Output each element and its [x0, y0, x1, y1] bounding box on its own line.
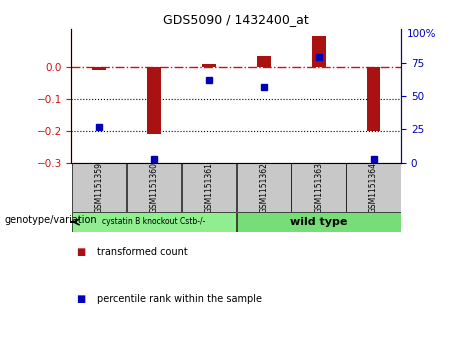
- Bar: [182, 163, 236, 212]
- Text: genotype/variation: genotype/variation: [5, 215, 97, 225]
- Bar: [147, 67, 161, 134]
- Bar: [236, 163, 291, 212]
- Text: 100%: 100%: [407, 29, 436, 39]
- Text: GSM1151359: GSM1151359: [95, 162, 103, 213]
- Text: wild type: wild type: [290, 217, 347, 227]
- Text: GSM1151360: GSM1151360: [149, 162, 159, 213]
- Bar: [312, 36, 325, 67]
- Bar: [127, 163, 181, 212]
- Text: GSM1151363: GSM1151363: [314, 162, 323, 213]
- Bar: [291, 163, 346, 212]
- Text: percentile rank within the sample: percentile rank within the sample: [97, 294, 262, 305]
- Text: cystatin B knockout Cstb-/-: cystatin B knockout Cstb-/-: [102, 217, 206, 227]
- Bar: [367, 67, 380, 131]
- Text: ■: ■: [76, 247, 85, 257]
- Text: ■: ■: [76, 294, 85, 305]
- Bar: [202, 64, 216, 67]
- Text: GSM1151362: GSM1151362: [259, 162, 268, 213]
- Text: GSM1151364: GSM1151364: [369, 162, 378, 213]
- Title: GDS5090 / 1432400_at: GDS5090 / 1432400_at: [163, 13, 309, 26]
- Text: transformed count: transformed count: [97, 247, 188, 257]
- Text: GSM1151361: GSM1151361: [204, 162, 213, 213]
- Bar: [72, 163, 126, 212]
- Bar: [72, 212, 236, 232]
- Bar: [92, 67, 106, 70]
- Bar: [236, 212, 401, 232]
- Bar: [346, 163, 401, 212]
- Bar: [257, 56, 271, 67]
